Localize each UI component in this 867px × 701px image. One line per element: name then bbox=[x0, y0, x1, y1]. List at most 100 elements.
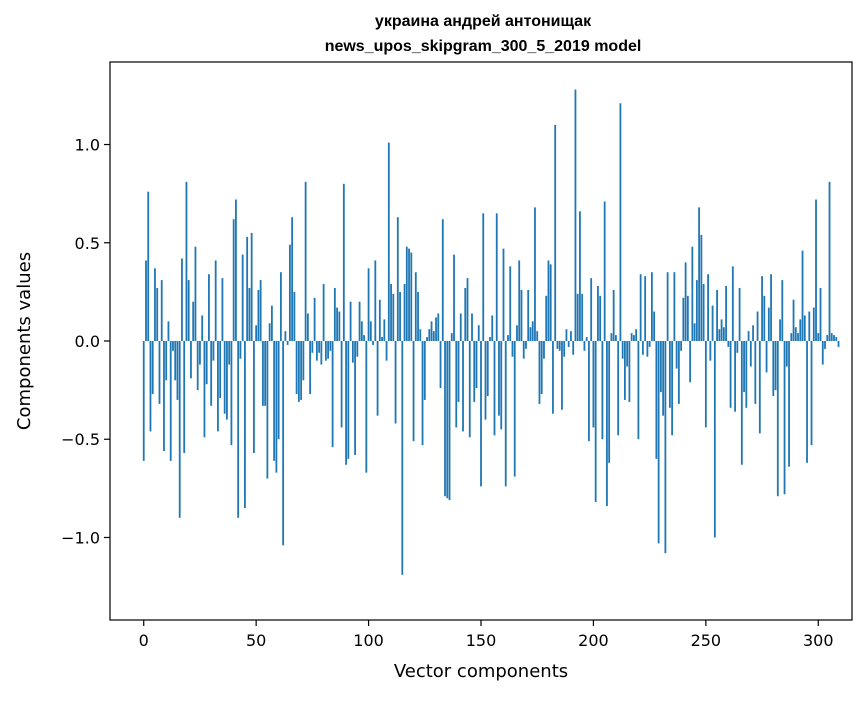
bar-273 bbox=[756, 311, 759, 341]
bar-309 bbox=[837, 341, 840, 347]
x-ticks-group: 0 50 100 150 200 250 300 bbox=[139, 620, 834, 650]
bar-244 bbox=[691, 246, 694, 341]
y-tick-label: 1.0 bbox=[75, 136, 100, 155]
bar-121 bbox=[414, 272, 417, 341]
bar-253 bbox=[711, 305, 714, 341]
bar-172 bbox=[529, 327, 532, 341]
bar-17 bbox=[181, 258, 183, 341]
bar-307 bbox=[833, 335, 835, 341]
bar-147 bbox=[473, 341, 476, 402]
bar-165 bbox=[513, 341, 516, 477]
bar-21 bbox=[190, 341, 192, 379]
bar-144 bbox=[466, 278, 469, 341]
bar-292 bbox=[799, 319, 802, 341]
bar-12 bbox=[169, 341, 172, 461]
bar-20 bbox=[187, 280, 190, 341]
bar-285 bbox=[783, 341, 786, 495]
y-tick-label: −1.0 bbox=[61, 528, 100, 547]
bar-94 bbox=[354, 341, 356, 455]
bar-287 bbox=[788, 341, 790, 467]
bar-246 bbox=[695, 280, 698, 341]
bar-90 bbox=[345, 341, 347, 465]
bar-209 bbox=[612, 289, 615, 341]
bar-97 bbox=[360, 321, 363, 341]
bar-5 bbox=[154, 268, 156, 341]
bar-289 bbox=[792, 299, 795, 341]
bar-158 bbox=[498, 341, 500, 416]
bar-118 bbox=[408, 248, 410, 341]
bar-46 bbox=[246, 236, 249, 341]
bar-107 bbox=[383, 319, 386, 341]
bar-160 bbox=[502, 248, 505, 341]
bar-189 bbox=[567, 341, 570, 347]
bar-171 bbox=[527, 289, 530, 341]
bar-283 bbox=[779, 319, 781, 341]
bar-83 bbox=[329, 341, 332, 351]
bar-9 bbox=[163, 341, 165, 452]
bar-249 bbox=[702, 284, 705, 341]
bar-89 bbox=[342, 183, 345, 341]
bar-204 bbox=[601, 341, 604, 440]
bar-61 bbox=[279, 272, 282, 341]
bar-114 bbox=[399, 291, 401, 341]
bar-4 bbox=[151, 341, 154, 395]
bar-119 bbox=[410, 252, 413, 341]
bar-53 bbox=[262, 341, 264, 406]
bar-151 bbox=[482, 213, 485, 341]
bar-37 bbox=[226, 341, 228, 420]
bar-130 bbox=[435, 317, 437, 341]
bar-30 bbox=[210, 341, 213, 406]
bar-166 bbox=[516, 325, 518, 341]
bar-71 bbox=[302, 341, 305, 381]
bar-27 bbox=[203, 341, 206, 438]
bar-252 bbox=[709, 341, 712, 361]
bar-173 bbox=[531, 321, 534, 341]
bar-40 bbox=[232, 219, 235, 341]
bar-153 bbox=[486, 341, 489, 397]
bar-141 bbox=[459, 313, 462, 341]
bar-220 bbox=[637, 341, 640, 440]
bar-300 bbox=[817, 333, 820, 341]
bar-72 bbox=[304, 181, 307, 341]
y-axis-label: Components values bbox=[14, 252, 35, 430]
bar-210 bbox=[615, 335, 617, 341]
bar-115 bbox=[401, 341, 404, 575]
bar-295 bbox=[806, 341, 808, 463]
bar-2 bbox=[147, 191, 150, 341]
bar-43 bbox=[239, 341, 242, 359]
bar-286 bbox=[785, 341, 788, 367]
bar-226 bbox=[650, 272, 653, 341]
bar-229 bbox=[657, 341, 660, 544]
bar-187 bbox=[563, 341, 566, 357]
bar-195 bbox=[581, 293, 584, 341]
bar-190 bbox=[570, 331, 572, 341]
x-tick-label: 50 bbox=[246, 631, 266, 650]
bar-235 bbox=[671, 341, 674, 436]
bar-274 bbox=[758, 341, 761, 434]
bar-305 bbox=[828, 181, 831, 341]
bar-125 bbox=[423, 341, 426, 400]
bar-58 bbox=[273, 341, 276, 461]
bar-260 bbox=[727, 341, 730, 347]
bar-237 bbox=[675, 341, 678, 369]
bar-51 bbox=[257, 289, 260, 341]
bar-34 bbox=[219, 341, 222, 398]
bar-78 bbox=[318, 341, 321, 353]
y-tick-label: 0.5 bbox=[75, 234, 100, 253]
bar-67 bbox=[293, 291, 296, 341]
bar-64 bbox=[286, 341, 289, 345]
bar-259 bbox=[725, 285, 727, 341]
bar-262 bbox=[731, 266, 734, 341]
bar-99 bbox=[365, 341, 368, 473]
bar-214 bbox=[624, 341, 626, 400]
bar-77 bbox=[315, 341, 318, 361]
bar-248 bbox=[700, 234, 703, 341]
bar-41 bbox=[235, 199, 237, 341]
bar-178 bbox=[543, 341, 545, 359]
bar-302 bbox=[821, 341, 824, 365]
bar-215 bbox=[626, 341, 629, 367]
bar-234 bbox=[668, 341, 671, 408]
bar-32 bbox=[214, 260, 217, 341]
bar-304 bbox=[826, 335, 829, 341]
bar-26 bbox=[201, 315, 204, 341]
